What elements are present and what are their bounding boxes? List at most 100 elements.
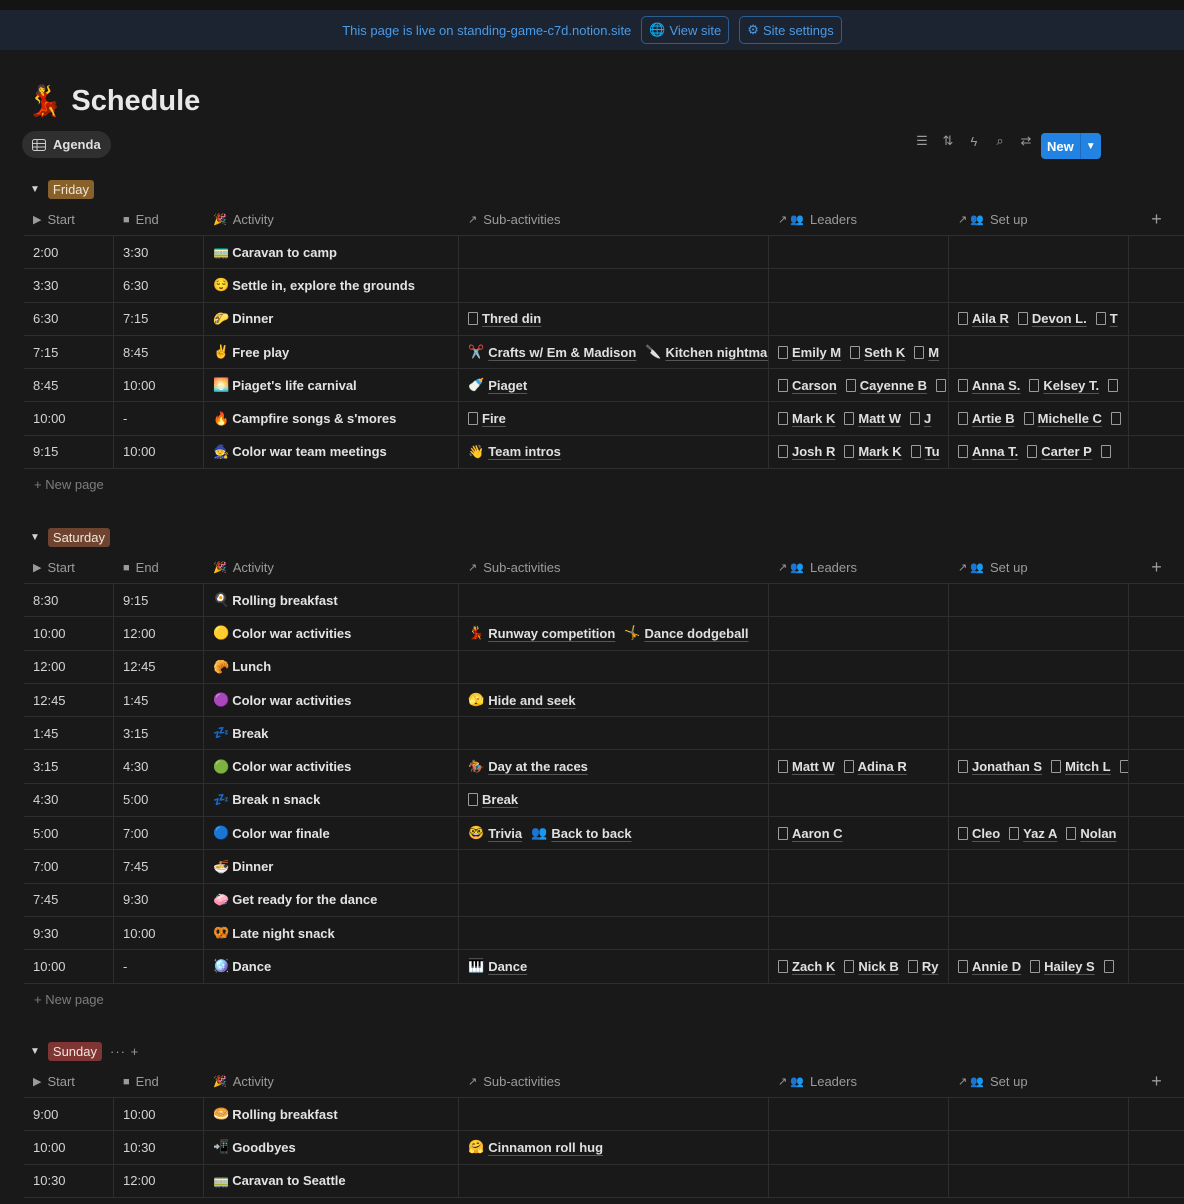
- person-link[interactable]: Carson: [778, 378, 837, 393]
- person-link[interactable]: Anna S.: [958, 378, 1020, 393]
- sub-activity-link[interactable]: 🫣 Hide and seek: [468, 692, 576, 708]
- link-label[interactable]: Adina R: [857, 759, 907, 775]
- end-cell[interactable]: 7:00: [114, 817, 204, 850]
- column-label[interactable]: Leaders: [809, 1074, 857, 1089]
- link-label[interactable]: Cinnamon roll hug: [488, 1139, 604, 1155]
- link-label[interactable]: Devon L.: [1031, 311, 1087, 327]
- start-cell[interactable]: 6:30: [24, 302, 114, 335]
- link-label[interactable]: M: [928, 344, 940, 360]
- link-label[interactable]: Seth K: [864, 344, 906, 360]
- link-label[interactable]: Emily M: [792, 344, 842, 360]
- link-label[interactable]: Dance dodgeball: [644, 625, 749, 641]
- start-cell[interactable]: 8:30: [24, 584, 114, 617]
- link-label[interactable]: Hide and seek: [488, 692, 576, 708]
- person-link[interactable]: Seth K: [850, 345, 905, 360]
- end-cell[interactable]: 5:00: [114, 783, 204, 817]
- column-label[interactable]: Start: [47, 560, 75, 575]
- person-link[interactable]: Anna T.: [958, 444, 1018, 459]
- person-link[interactable]: Artie B: [958, 411, 1015, 426]
- link-label[interactable]: Kelsey T.: [1043, 377, 1100, 393]
- activity-name[interactable]: Dance: [232, 958, 272, 974]
- setup-cell[interactable]: [949, 584, 1129, 617]
- settings-icon[interactable]: ⇄: [1020, 133, 1032, 148]
- person-link[interactable]: Annie D: [958, 959, 1021, 974]
- column-label[interactable]: Leaders: [809, 560, 857, 575]
- activity-cell[interactable]: 💤 Break n snack: [204, 783, 459, 817]
- person-link[interactable]: Cayenne B: [845, 378, 927, 393]
- column-label[interactable]: Set up: [989, 1074, 1028, 1089]
- sub-activities-cell[interactable]: Fire: [459, 402, 769, 435]
- person-link[interactable]: J: [909, 411, 931, 426]
- sub-activities-cell[interactable]: [459, 584, 769, 617]
- site-settings-button[interactable]: ⚙ Site settings: [739, 16, 842, 44]
- person-link[interactable]: Yaz A: [1009, 826, 1057, 841]
- leaders-cell[interactable]: Josh R Mark K Tu: [769, 435, 949, 469]
- start-cell[interactable]: 4:30: [24, 783, 114, 817]
- plus-icon[interactable]: +: [1151, 1071, 1162, 1091]
- column-label[interactable]: Start: [47, 1074, 75, 1089]
- person-link[interactable]: Nick B: [844, 959, 899, 974]
- leaders-cell[interactable]: [769, 236, 949, 269]
- table-row[interactable]: 3:15 4:30 🟢 Color war activities 🏇 Day at the…: [24, 750, 1184, 784]
- leaders-cell[interactable]: [769, 650, 949, 683]
- activity-cell[interactable]: 📲 Goodbyes: [204, 1131, 459, 1164]
- person-link[interactable]: Mark K: [844, 444, 902, 459]
- leaders-cell[interactable]: Carson Cayenne B: [769, 369, 949, 402]
- person-link[interactable]: M: [914, 345, 939, 360]
- link-label[interactable]: Kitchen nightmare: [665, 344, 769, 360]
- table-row[interactable]: 2:00 3:30 🚃 Caravan to camp: [24, 236, 1184, 270]
- sub-activity-link[interactable]: 💃 Runway competition: [468, 625, 615, 641]
- person-link[interactable]: Aila R: [958, 311, 1009, 326]
- end-cell[interactable]: 1:45: [114, 683, 204, 717]
- sub-activity-link[interactable]: 🤸 Dance dodgeball: [624, 625, 748, 641]
- sub-activity-link[interactable]: 🔪 Kitchen nightmare: [645, 344, 769, 360]
- link-label[interactable]: Anna T.: [972, 444, 1019, 460]
- setup-cell[interactable]: Anna S. Kelsey T.: [949, 369, 1129, 402]
- leaders-cell[interactable]: [769, 1098, 949, 1131]
- link-label[interactable]: Matt W: [792, 759, 835, 775]
- person-link[interactable]: Hailey S: [1030, 959, 1095, 974]
- start-cell[interactable]: 12:45: [24, 683, 114, 717]
- activity-name[interactable]: Goodbyes: [232, 1139, 296, 1155]
- activity-name[interactable]: Color war team meetings: [232, 444, 387, 460]
- end-cell[interactable]: 7:15: [114, 302, 204, 335]
- add-column-button[interactable]: +: [1129, 204, 1184, 235]
- person-link[interactable]: Ry: [907, 958, 939, 974]
- sub-activities-cell[interactable]: [459, 883, 769, 916]
- add-column-button[interactable]: +: [1129, 552, 1184, 583]
- link-label[interactable]: Zach K: [792, 958, 836, 974]
- setup-cell[interactable]: [949, 650, 1129, 683]
- setup-cell[interactable]: [949, 1131, 1129, 1164]
- leaders-cell[interactable]: Emily M Seth K M: [769, 335, 949, 369]
- start-cell[interactable]: 8:45: [24, 369, 114, 402]
- end-cell[interactable]: 4:30: [114, 750, 204, 783]
- person-link[interactable]: Aaron C: [778, 826, 843, 841]
- table-row[interactable]: 8:45 10:00 🌅 Piaget's life carnival 🍼 Piaget C…: [24, 369, 1184, 403]
- column-label[interactable]: Activity: [232, 1074, 274, 1089]
- sub-activity-link[interactable]: ✂️ Crafts w/ Em & Madison: [468, 344, 636, 360]
- link-label[interactable]: Fire: [482, 411, 506, 427]
- column-label[interactable]: Leaders: [809, 212, 857, 227]
- link-label[interactable]: Runway competition: [488, 625, 616, 641]
- end-cell[interactable]: 6:30: [114, 269, 204, 302]
- activity-name[interactable]: Break n snack: [232, 792, 321, 808]
- activity-cell[interactable]: 🚃 Caravan to camp: [204, 236, 459, 269]
- leaders-cell[interactable]: Zach K Nick B Ry: [769, 950, 949, 983]
- sub-activity-link[interactable]: 👋 Team intros: [468, 444, 561, 460]
- person-link[interactable]: Josh R: [778, 444, 835, 459]
- link-label[interactable]: Carter P: [1041, 444, 1092, 460]
- link-label[interactable]: Ry: [921, 958, 939, 974]
- activity-cell[interactable]: 🔥 Campfire songs & s'mores: [204, 402, 459, 435]
- sub-activities-cell[interactable]: [459, 717, 769, 750]
- activity-cell[interactable]: 🟢 Color war activities: [204, 750, 459, 783]
- activity-cell[interactable]: 💤 Break: [204, 717, 459, 750]
- activity-cell[interactable]: 🟡 Color war activities: [204, 617, 459, 650]
- start-cell[interactable]: 3:30: [24, 269, 114, 302]
- link-label[interactable]: Artie B: [972, 411, 1015, 427]
- activity-cell[interactable]: 🍜 Dinner: [204, 850, 459, 883]
- sub-activities-cell[interactable]: ✂️ Crafts w/ Em & Madison 🔪 Kitchen nightma…: [459, 335, 769, 369]
- leaders-cell[interactable]: [769, 783, 949, 817]
- start-cell[interactable]: 9:00: [24, 1098, 114, 1131]
- group-tag[interactable]: Sunday: [47, 1041, 102, 1061]
- person-link[interactable]: Mark K: [778, 411, 835, 426]
